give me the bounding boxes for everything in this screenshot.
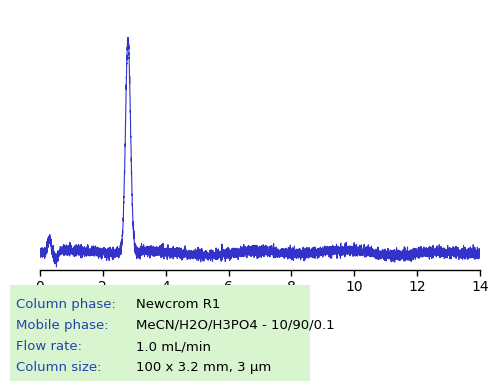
Text: 100 x 3.2 mm, 3 μm: 100 x 3.2 mm, 3 μm: [136, 361, 271, 374]
Text: Mobile phase:: Mobile phase:: [16, 319, 108, 332]
Text: MeCN/H2O/H3PO4 - 10/90/0.1: MeCN/H2O/H3PO4 - 10/90/0.1: [136, 319, 334, 332]
Text: Flow rate:: Flow rate:: [16, 340, 82, 353]
Text: 1.0 mL/min: 1.0 mL/min: [136, 340, 211, 353]
FancyBboxPatch shape: [10, 285, 310, 381]
Text: Column size:: Column size:: [16, 361, 102, 374]
Text: Newcrom R1: Newcrom R1: [136, 298, 220, 311]
Text: Column phase:: Column phase:: [16, 298, 116, 311]
